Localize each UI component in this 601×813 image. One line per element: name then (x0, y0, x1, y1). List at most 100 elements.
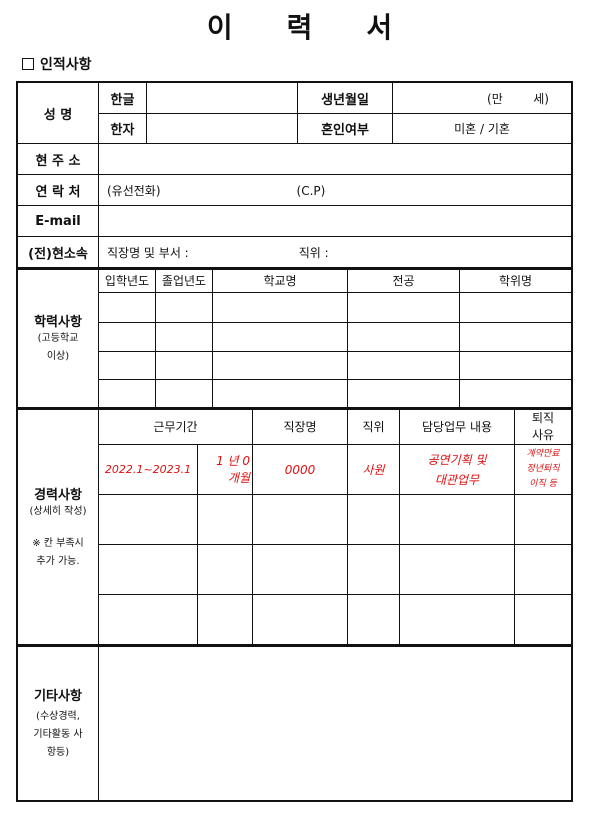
cell[interactable] (155, 322, 213, 352)
affiliation-label: (전)현소속 (17, 236, 99, 269)
col-header: 학교명 (212, 268, 348, 293)
cell[interactable] (252, 594, 349, 646)
example-row: 2022.1~2023.1 1 년 0개월 0000 사원 공연기획 및 대관업무 계약만… (18, 444, 573, 495)
etc-label-cell: 기타사항 (수상경력, 기타활동 사항등) (17, 645, 99, 801)
cell[interactable] (98, 594, 198, 646)
table-row (18, 594, 573, 646)
affiliation-field[interactable]: 직장명 및 부서 : 직위 : (98, 236, 572, 269)
cell[interactable] (98, 379, 156, 409)
cell[interactable] (98, 494, 198, 545)
etc-note: (수상경력, 기타활동 사항등) (33, 710, 83, 758)
cell[interactable] (459, 379, 572, 409)
career-note: (상세히 작성) (29, 505, 87, 517)
education-label: 학력사항 (34, 315, 82, 330)
cell[interactable] (514, 594, 573, 646)
col-header: 직장명 (252, 408, 349, 445)
cell[interactable] (459, 351, 572, 380)
email-label: E-mail (17, 205, 99, 237)
col-header: 학위명 (459, 268, 572, 293)
checkbox-icon (22, 58, 34, 70)
cell[interactable] (347, 379, 460, 409)
cell[interactable] (347, 351, 460, 380)
cell[interactable] (98, 322, 156, 352)
cell[interactable] (212, 322, 348, 352)
email-field[interactable] (98, 205, 572, 237)
cp-label: (C.P) (296, 183, 326, 198)
col-header: 직위 (347, 408, 401, 445)
col-header: 퇴직 사유 (514, 408, 573, 445)
col-header: 근무기간 (97, 408, 254, 445)
education-table: 학력사항 (고등학교 이상) 입학년도 졸업년도 학교명 전공 학위명 (16, 267, 573, 410)
cell[interactable] (98, 292, 156, 323)
cell[interactable]: 공연기획 및 대관업무 (399, 444, 516, 495)
cell[interactable] (347, 292, 460, 323)
career-note2: ※ 칸 부족시 추가 가능. (32, 537, 84, 567)
etc-field[interactable] (98, 645, 572, 801)
col-header: 담당업무 내용 (399, 408, 516, 445)
cell[interactable] (399, 494, 516, 545)
birth-field[interactable]: (만 세) (392, 82, 572, 114)
hanja-label: 한자 (98, 113, 147, 144)
cell[interactable] (98, 544, 198, 595)
cell[interactable] (212, 379, 348, 409)
cell[interactable] (212, 351, 348, 380)
cell[interactable]: 1 년 0개월 (196, 444, 254, 495)
cell[interactable] (155, 292, 213, 323)
cell[interactable] (514, 544, 573, 595)
landline-label: (유선전화) (107, 183, 161, 198)
cell[interactable] (155, 379, 213, 409)
name-label: 성 명 (17, 82, 99, 144)
table-row (18, 379, 572, 409)
table-row (18, 544, 573, 595)
position-label: 직위 : (298, 246, 329, 260)
cell[interactable] (347, 544, 401, 595)
cell[interactable]: 사원 (347, 444, 401, 495)
cell[interactable] (347, 494, 401, 545)
cell[interactable] (98, 351, 156, 380)
section-label: 인적사항 (40, 57, 92, 73)
cell[interactable] (155, 351, 213, 380)
title-char: 력 (286, 11, 315, 44)
contact-field[interactable]: (유선전화) (C.P) (98, 174, 572, 206)
career-label: 경력사항 (34, 487, 82, 503)
col-header: 입학년도 (98, 268, 156, 293)
etc-table: 기타사항 (수상경력, 기타활동 사항등) (16, 644, 573, 802)
cell[interactable] (196, 494, 254, 545)
hangul-label: 한글 (98, 82, 147, 114)
marriage-field[interactable]: 미혼 / 기혼 (392, 113, 572, 144)
cell[interactable] (347, 322, 460, 352)
cell[interactable] (459, 292, 572, 323)
cell[interactable] (252, 494, 349, 545)
personal-table: 성 명 한글 생년월일 (만 세) 한자 혼인여부 미혼 / 기혼 현 주 소 연 락 처… (16, 81, 573, 270)
cell[interactable] (459, 322, 572, 352)
cell[interactable]: 0000 (252, 444, 349, 495)
cell[interactable]: 2022.1~2023.1 (98, 444, 198, 495)
table-row (18, 322, 572, 352)
col-header: 전공 (347, 268, 460, 293)
cell[interactable]: 계약만료 정년퇴직 이직 등 (514, 444, 573, 495)
cell[interactable] (252, 544, 349, 595)
education-label-cell: 학력사항 (고등학교 이상) (17, 268, 99, 409)
contact-label: 연 락 처 (17, 174, 99, 206)
etc-label: 기타사항 (34, 688, 82, 704)
career-label-cell: 경력사항 (상세히 작성) ※ 칸 부족시 추가 가능. (17, 408, 99, 646)
education-note: (고등학교 이상) (37, 333, 79, 362)
hanja-field[interactable] (146, 113, 298, 144)
career-table: 경력사항 (상세히 작성) ※ 칸 부족시 추가 가능. 근무기간 직장명 직위 담당업무… (15, 407, 574, 647)
cell[interactable] (399, 544, 516, 595)
cell[interactable] (196, 594, 254, 646)
cell[interactable] (347, 594, 401, 646)
col-header: 졸업년도 (155, 268, 213, 293)
section-heading: 인적사항 (22, 54, 92, 74)
cell[interactable] (212, 292, 348, 323)
cell[interactable] (196, 544, 254, 595)
address-label: 현 주 소 (17, 143, 99, 175)
table-row (18, 494, 573, 545)
cell[interactable] (399, 594, 516, 646)
table-row (18, 292, 572, 323)
address-field[interactable] (98, 143, 572, 175)
title-char: 이 (206, 11, 235, 44)
cell[interactable] (514, 494, 573, 545)
hangul-field[interactable] (146, 82, 298, 114)
